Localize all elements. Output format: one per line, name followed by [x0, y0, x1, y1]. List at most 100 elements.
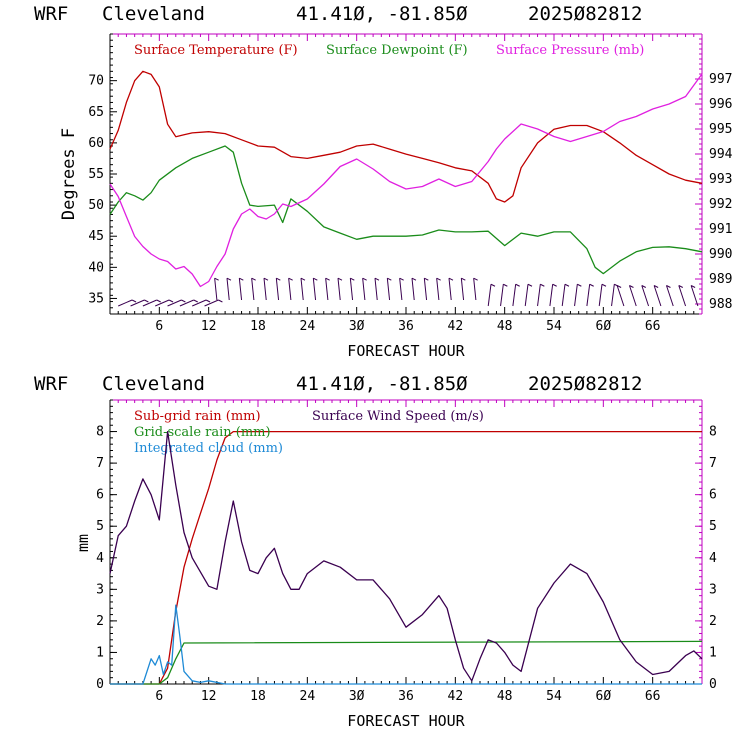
wind-barb: [362, 278, 366, 301]
wind-barb: [118, 299, 133, 307]
wind-barb: [214, 278, 218, 301]
x-tick-label: 42: [448, 319, 464, 334]
y2-tick-label: 995: [709, 122, 732, 137]
wind-barb: [460, 278, 465, 301]
wind-barb-flag: [193, 299, 198, 303]
wind-barb-flag: [131, 299, 137, 303]
wind-barb-flag: [527, 283, 533, 287]
x-tick-label: 6: [155, 689, 163, 704]
y-tick-label: 6: [96, 488, 104, 503]
wind-barb: [641, 285, 650, 307]
precip-wind-panel: 6 12 18 24 3Ø 36 42 48 54 6Ø 66012345678012345678S…: [96, 399, 717, 704]
y2-tick-label: 4: [709, 551, 717, 566]
wind-barb: [574, 284, 578, 307]
x-tick-label: 3Ø: [349, 689, 365, 704]
series-line-1: [110, 640, 703, 685]
wind-barb-flag: [641, 285, 647, 288]
panel1-ylabel: Degrees F: [59, 128, 79, 220]
y2-tick-label: 988: [709, 297, 732, 312]
wind-barb-flag: [325, 277, 330, 281]
y-tick-label: 7: [96, 456, 104, 471]
wind-barb-flag: [577, 283, 582, 287]
legend-entry: Surface Dewpoint (F): [326, 43, 468, 58]
wind-barb: [598, 284, 603, 307]
wind-barb: [487, 284, 492, 307]
wind-barb-flag: [515, 283, 520, 287]
x-tick-label: 12: [201, 319, 217, 334]
series-line-0: [109, 70, 703, 203]
panel1-run: 2025Ø82812: [528, 3, 642, 25]
wind-barb: [448, 278, 452, 301]
wind-barb: [238, 278, 243, 301]
wind-barb-flag: [214, 277, 219, 281]
x-tick-label: 3Ø: [349, 319, 365, 334]
wind-barb: [665, 285, 674, 307]
wind-barb-flag: [589, 283, 594, 287]
legend-entry: Grid-scale rain (mm): [134, 425, 271, 440]
wind-barb: [678, 285, 687, 307]
wind-barb: [312, 278, 317, 301]
wind-barb-flag: [616, 285, 622, 288]
panel2-run: 2025Ø82812: [528, 373, 642, 395]
wind-barb-flag: [313, 277, 318, 281]
wind-barb: [288, 278, 292, 301]
wind-barb-flag: [181, 299, 186, 303]
wind-barb-flag: [503, 283, 508, 287]
panel1-station: Cleveland: [102, 3, 205, 25]
wind-barb-flag: [690, 285, 696, 288]
wind-barb-flag: [156, 299, 161, 303]
wind-barb-flag: [205, 299, 211, 303]
x-tick-label: 6: [155, 319, 163, 334]
panel2-model: WRF: [34, 373, 68, 395]
wind-barb-flag: [144, 299, 149, 303]
x-tick-label: 18: [250, 319, 266, 334]
wind-barb-flag: [436, 277, 441, 281]
wind-barb: [512, 284, 517, 307]
wind-barb: [399, 278, 403, 301]
x-tick-label: 24: [300, 319, 316, 334]
wind-barb-flag: [461, 277, 466, 281]
wind-barb-flag: [350, 277, 355, 281]
wind-barb-flag: [337, 277, 343, 281]
wind-barb-flag: [218, 299, 223, 303]
wind-barb: [386, 278, 391, 301]
x-tick-label: 54: [546, 319, 562, 334]
y2-tick-label: 994: [709, 147, 733, 162]
wind-barb: [179, 299, 194, 307]
y-tick-label: 50: [88, 198, 104, 213]
wind-barb-flag: [387, 277, 392, 281]
wind-barb: [473, 278, 477, 301]
panel2-station: Cleveland: [102, 373, 205, 395]
y2-tick-label: 8: [709, 425, 717, 440]
wind-barbs: [118, 277, 699, 307]
wind-barb: [251, 278, 255, 301]
wind-barb: [226, 278, 230, 301]
x-tick-label: 66: [645, 319, 661, 334]
wind-barb: [374, 278, 378, 301]
y-tick-label: 2: [96, 614, 104, 629]
wind-barb-flag: [540, 283, 545, 287]
wind-barb: [549, 284, 554, 307]
wind-barb-flag: [251, 277, 256, 281]
wind-barb-flag: [678, 285, 684, 288]
y2-tick-label: 989: [709, 272, 732, 287]
wind-barb-flag: [362, 277, 367, 281]
y-tick-label: 45: [88, 229, 104, 244]
x-tick-label: 24: [300, 689, 316, 704]
y2-tick-label: 997: [709, 72, 732, 87]
y-tick-label: 70: [88, 74, 104, 89]
wind-barb-flag: [473, 277, 478, 281]
panel2-ylabel: mm: [74, 534, 92, 552]
wind-barb: [192, 299, 207, 307]
series-line-0: [110, 430, 702, 685]
x-tick-label: 6Ø: [596, 319, 612, 334]
wind-barb-flag: [448, 277, 454, 281]
wind-barb-flag: [552, 283, 557, 287]
y2-tick-label: 992: [709, 197, 732, 212]
panel2-header: WRF Cleveland 41.41Ø, -81.85Ø 2025Ø82812: [34, 373, 642, 395]
legend-entry: Surface Wind Speed (m/s): [312, 409, 484, 424]
wind-barb-flag: [239, 277, 244, 281]
y2-tick-label: 6: [709, 488, 717, 503]
legend-entry: Surface Pressure (mb): [496, 43, 644, 58]
